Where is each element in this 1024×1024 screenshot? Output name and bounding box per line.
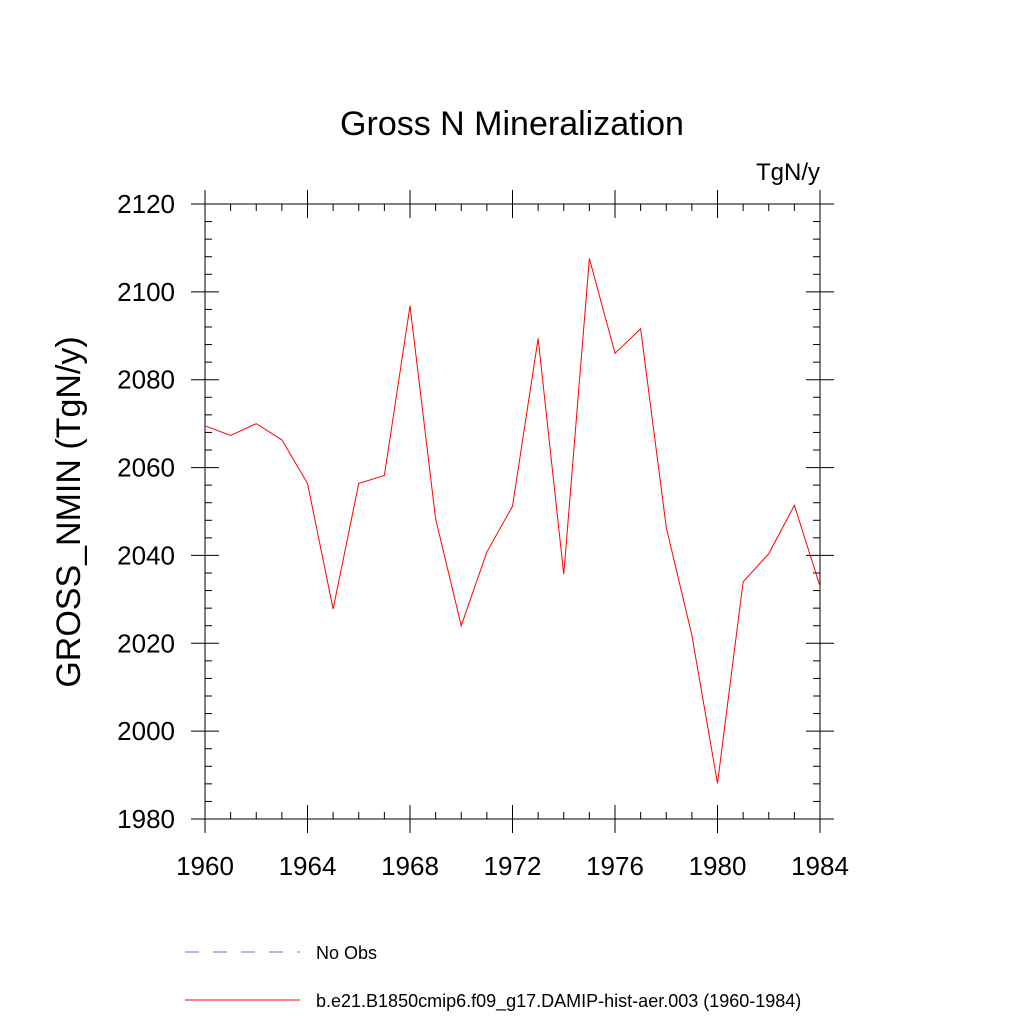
y-tick-label: 2120 — [117, 189, 175, 219]
y-tick-label: 1980 — [117, 804, 175, 834]
y-tick-label: 2060 — [117, 453, 175, 483]
y-tick-label: 2020 — [117, 628, 175, 658]
x-tick-labels: 1960 1964 1968 1972 1976 1980 1984 — [176, 851, 849, 881]
y-tick-label: 2100 — [117, 277, 175, 307]
y-axis-label: GROSS_NMIN (TgN/y) — [50, 336, 88, 687]
units-label: TgN/y — [756, 159, 820, 186]
y-tick-labels: 1980 2000 2020 2040 2060 2080 2100 2120 — [117, 189, 175, 834]
x-tick-label: 1976 — [586, 851, 644, 881]
y-tick-label: 2000 — [117, 716, 175, 746]
series-layer — [204, 258, 821, 784]
chart-title: Gross N Mineralization — [340, 105, 684, 143]
x-tick-label: 1960 — [176, 851, 234, 881]
x-tick-label: 1964 — [279, 851, 337, 881]
series-line — [204, 258, 821, 784]
x-tick-label: 1968 — [381, 851, 439, 881]
plot-frame — [204, 203, 821, 820]
legend-no-obs-label: No Obs — [316, 943, 377, 963]
x-tick-label: 1980 — [689, 851, 747, 881]
legend: No Obs b.e21.B1850cmip6.f09_g17.DAMIP-hi… — [185, 943, 801, 1012]
y-tick-label: 2040 — [117, 540, 175, 570]
y-tick-label: 2080 — [117, 365, 175, 395]
axis-ticks — [191, 190, 834, 833]
x-tick-label: 1984 — [791, 851, 849, 881]
x-tick-label: 1972 — [484, 851, 542, 881]
legend-series-label: b.e21.B1850cmip6.f09_g17.DAMIP-hist-aer.… — [316, 991, 801, 1012]
